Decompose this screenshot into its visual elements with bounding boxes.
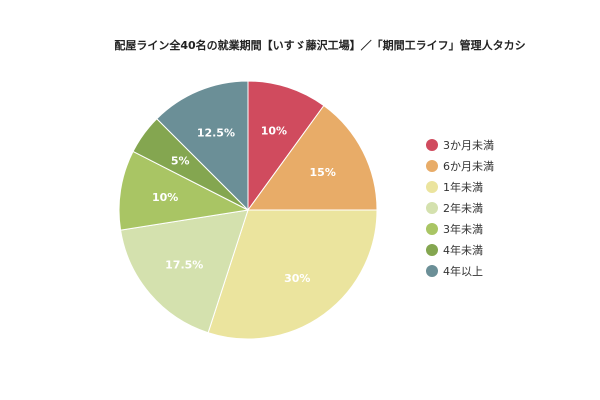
slice-label-0: 10% xyxy=(261,124,287,137)
pie-slice-3 xyxy=(120,209,249,334)
slice-label-6: 12.5% xyxy=(197,127,235,140)
slice-label-5: 5% xyxy=(171,155,190,168)
chart-title: 配屋ライン全40名の就業期間【いすゞ藤沢工場】／「期間工ライフ」管理人タカシ xyxy=(114,39,526,52)
slice-label-2: 30% xyxy=(284,272,310,285)
legend-label-3: 2年未満 xyxy=(443,201,483,215)
slice-label-4: 10% xyxy=(152,191,178,204)
legend-swatch-0 xyxy=(426,139,438,151)
pie-slice-4 xyxy=(118,150,250,231)
pie-slice-2 xyxy=(207,209,378,340)
pie-slice-1 xyxy=(247,104,378,211)
legend-swatch-1 xyxy=(426,160,438,172)
legend-swatch-6 xyxy=(426,265,438,277)
legend-label-4: 3年未満 xyxy=(443,222,483,236)
pie-slice-6 xyxy=(156,80,249,212)
legend-label-6: 4年以上 xyxy=(443,264,483,278)
legend-swatch-5 xyxy=(426,244,438,256)
legend-label-2: 1年未満 xyxy=(443,180,483,194)
legend-label-5: 4年未満 xyxy=(443,243,483,257)
pie-slice-labels: 10% 15% 30% 17.5% 10% 5% 12.5% xyxy=(152,124,336,285)
slice-label-1: 15% xyxy=(310,166,336,179)
legend-label-0: 3か月未満 xyxy=(443,139,494,152)
legend: 3か月未満 6か月未満 1年未満 2年未満 3年未満 4年未満 4年以上 xyxy=(426,139,494,278)
slice-label-3: 17.5% xyxy=(165,258,203,271)
legend-label-1: 6か月未満 xyxy=(443,160,494,173)
pie-slice-0 xyxy=(247,80,325,212)
legend-swatch-2 xyxy=(426,181,438,193)
legend-swatch-3 xyxy=(426,202,438,214)
legend-swatch-4 xyxy=(426,223,438,235)
pie-slices xyxy=(118,80,378,340)
